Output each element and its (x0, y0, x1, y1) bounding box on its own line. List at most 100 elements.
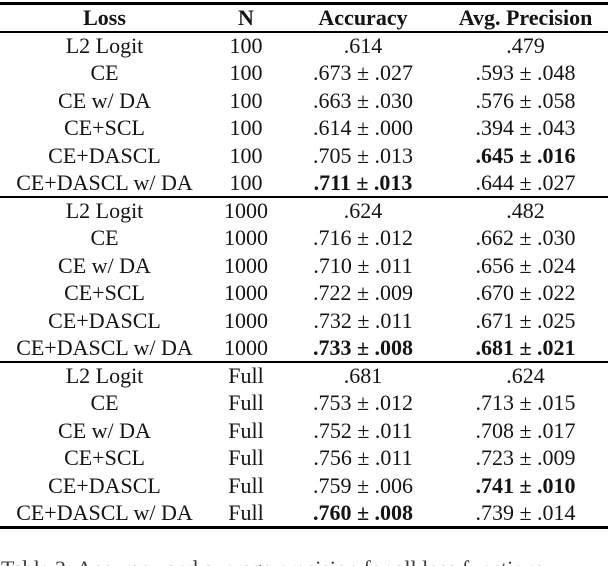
n-cell: 100 (229, 115, 263, 141)
avg-precision-cell: .739 ± .014 (475, 499, 576, 525)
n-cell: 100 (229, 60, 263, 86)
table-row: CE+SCL Full .756 ± .011 .723 ± .009 (0, 445, 608, 473)
table-row: CE+DASCL Full .759 ± .006 .741 ± .010 (0, 472, 608, 500)
accuracy-cell: .733 ± .008 (312, 334, 414, 360)
loss-cell: CE+DASCL (48, 307, 161, 333)
accuracy-cell: .732 ± .011 (313, 307, 413, 333)
table-row: L2 Logit 1000 .624 .482 (0, 197, 608, 225)
n-cell: 100 (229, 169, 263, 195)
header-row: Loss N Accuracy Avg. Precision (0, 4, 608, 32)
n-cell: 100 (229, 33, 263, 59)
accuracy-cell: .711 ± .013 (313, 169, 413, 195)
loss-cell: CE+SCL (64, 115, 145, 141)
table-row: L2 Logit 100 .614 .479 (0, 32, 608, 60)
loss-cell: CE+DASCL (48, 142, 161, 168)
accuracy-cell: .663 ± .030 (312, 87, 414, 113)
avg-precision-cell: .576 ± .058 (475, 87, 576, 113)
table-row: CE+DASCL w/ DA Full .760 ± .008 .739 ± .014 (0, 500, 608, 528)
avg-precision-cell: .671 ± .025 (475, 307, 576, 333)
n-cell: 100 (229, 142, 263, 168)
accuracy-cell: .756 ± .011 (313, 445, 413, 471)
accuracy-cell: .716 ± .012 (312, 225, 414, 251)
loss-cell: CE (90, 225, 119, 251)
accuracy-cell: .710 ± .011 (313, 252, 413, 278)
column-header-accuracy: Accuracy (318, 5, 408, 30)
loss-cell: CE w/ DA (58, 252, 151, 278)
loss-cell: CE+DASCL w/ DA (16, 334, 193, 360)
n-cell: 100 (229, 87, 263, 113)
avg-precision-cell: .656 ± .024 (475, 252, 576, 278)
accuracy-cell: .760 ± .008 (312, 499, 414, 525)
accuracy-cell: .681 (343, 363, 383, 389)
table-caption-clipped: Table 2: Accuracy and average precision … (1, 556, 607, 566)
avg-precision-cell: .713 ± .015 (475, 390, 576, 416)
n-cell: 1000 (224, 280, 268, 306)
loss-cell: CE (90, 390, 119, 416)
table-row: CE w/ DA 1000 .710 ± .011 .656 ± .024 (0, 252, 608, 280)
table-row: CE+DASCL 1000 .732 ± .011 .671 ± .025 (0, 307, 608, 335)
loss-cell: CE+SCL (64, 280, 145, 306)
column-header-loss: Loss (83, 5, 126, 30)
accuracy-cell: .722 ± .009 (312, 280, 414, 306)
avg-precision-cell: .624 (506, 363, 545, 389)
accuracy-cell: .705 ± .013 (312, 142, 414, 168)
accuracy-cell: .624 (343, 198, 383, 224)
avg-precision-cell: .741 ± .010 (475, 472, 576, 498)
table-row: CE+SCL 1000 .722 ± .009 .670 ± .022 (0, 280, 608, 308)
table-row: CE+DASCL 100 .705 ± .013 .645 ± .016 (0, 142, 608, 170)
column-header-avg-precision: Avg. Precision (458, 5, 593, 30)
table-row: CE+DASCL w/ DA 100 .711 ± .013 .644 ± .027 (0, 170, 608, 198)
table-row: CE+SCL 100 .614 ± .000 .394 ± .043 (0, 115, 608, 143)
accuracy-cell: .753 ± .012 (312, 390, 414, 416)
table-row: CE w/ DA Full .752 ± .011 .708 ± .017 (0, 417, 608, 445)
accuracy-cell: .752 ± .011 (313, 417, 413, 443)
loss-cell: L2 Logit (65, 363, 144, 389)
n-cell: Full (228, 445, 264, 471)
table-row: L2 Logit Full .681 .624 (0, 362, 608, 390)
avg-precision-cell: .670 ± .022 (475, 280, 576, 306)
table-row: CE Full .753 ± .012 .713 ± .015 (0, 390, 608, 418)
accuracy-cell: .673 ± .027 (312, 60, 414, 86)
loss-cell: L2 Logit (65, 33, 144, 59)
column-header-n: N (238, 5, 254, 30)
results-table: Loss N Accuracy Avg. Precision L2 Logit 1… (0, 2, 608, 529)
accuracy-cell: .614 (343, 33, 383, 59)
n-cell: 1000 (224, 252, 268, 278)
loss-cell: CE w/ DA (58, 417, 151, 443)
avg-precision-cell: .479 (506, 33, 545, 59)
n-cell: 1000 (224, 198, 268, 224)
n-cell: Full (228, 417, 264, 443)
avg-precision-cell: .394 ± .043 (475, 115, 576, 141)
avg-precision-cell: .662 ± .030 (475, 225, 576, 251)
results-table-header: Loss N Accuracy Avg. Precision (0, 4, 608, 32)
table-row: CE 1000 .716 ± .012 .662 ± .030 (0, 225, 608, 253)
avg-precision-cell: .593 ± .048 (475, 60, 576, 86)
accuracy-cell: .759 ± .006 (312, 472, 414, 498)
n-cell: Full (228, 390, 264, 416)
loss-cell: CE+DASCL w/ DA (16, 499, 193, 525)
table-row: CE 100 .673 ± .027 .593 ± .048 (0, 60, 608, 88)
loss-cell: L2 Logit (65, 198, 144, 224)
n-cell: Full (228, 472, 264, 498)
table-row: CE w/ DA 100 .663 ± .030 .576 ± .058 (0, 87, 608, 115)
results-table-body: L2 Logit 100 .614 .479 CE 100 .673 ± .027 .593 … (0, 32, 608, 527)
n-cell: Full (228, 363, 264, 389)
avg-precision-cell: .723 ± .009 (475, 445, 576, 471)
n-cell: Full (228, 499, 264, 525)
n-cell: 1000 (224, 307, 268, 333)
accuracy-cell: .614 ± .000 (312, 115, 414, 141)
loss-cell: CE+DASCL (48, 472, 161, 498)
loss-cell: CE+DASCL w/ DA (16, 169, 193, 195)
avg-precision-cell: .644 ± .027 (475, 169, 576, 195)
table-row: CE+DASCL w/ DA 1000 .733 ± .008 .681 ± .021 (0, 335, 608, 363)
avg-precision-cell: .681 ± .021 (475, 334, 576, 360)
n-cell: 1000 (224, 225, 268, 251)
avg-precision-cell: .708 ± .017 (475, 417, 576, 443)
loss-cell: CE (90, 60, 119, 86)
avg-precision-cell: .482 (506, 198, 545, 224)
n-cell: 1000 (224, 334, 268, 360)
loss-cell: CE w/ DA (58, 87, 151, 113)
loss-cell: CE+SCL (64, 445, 145, 471)
avg-precision-cell: .645 ± .016 (475, 142, 576, 168)
